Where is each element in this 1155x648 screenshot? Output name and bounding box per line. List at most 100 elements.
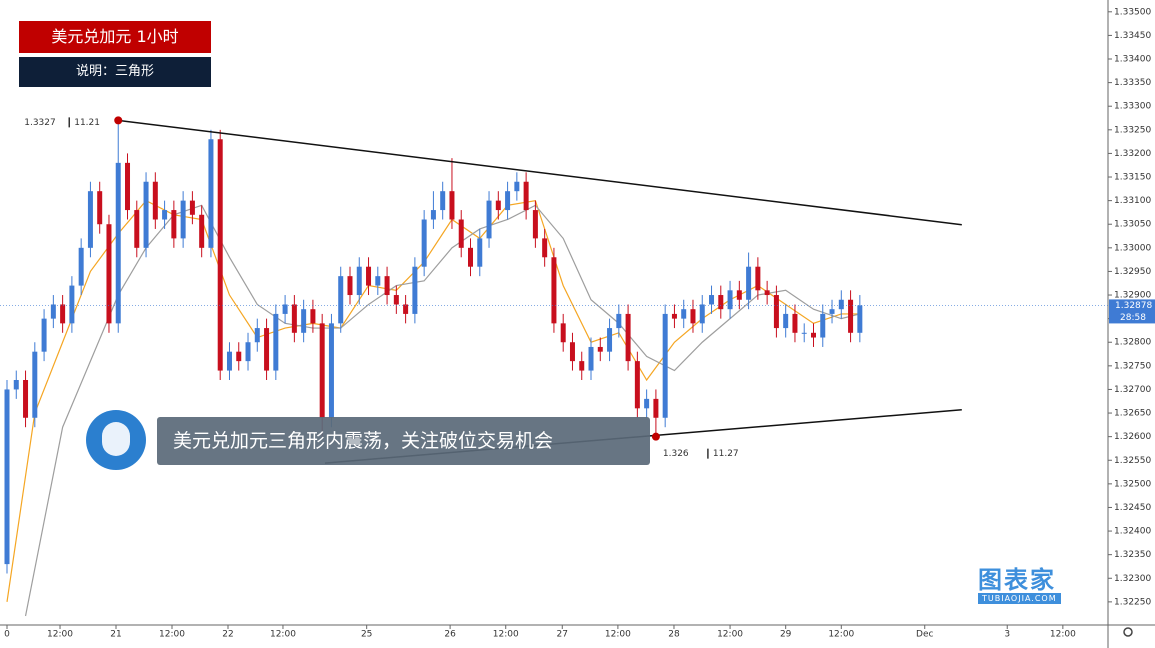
candle-body xyxy=(764,290,770,296)
candle-body xyxy=(403,304,409,314)
logo-head xyxy=(102,422,130,456)
candle-body xyxy=(551,257,557,324)
y-tick-label: 1.32700 xyxy=(1114,385,1151,395)
candle-body xyxy=(588,346,594,371)
y-tick-label: 1.32750 xyxy=(1114,361,1151,371)
candle-body xyxy=(560,323,566,343)
candle-body xyxy=(4,389,10,565)
x-tick-label: 12:00 xyxy=(605,630,631,640)
note-box: 说明：三角形 xyxy=(19,57,211,87)
candle-body xyxy=(671,313,677,319)
y-tick-label: 1.32600 xyxy=(1114,432,1151,442)
x-tick-label: 26 xyxy=(444,630,456,640)
candle-body xyxy=(69,285,75,324)
x-tick-label: 25 xyxy=(361,630,372,640)
y-tick-label: 1.32800 xyxy=(1114,338,1151,348)
candle-body xyxy=(301,309,307,333)
candle-body xyxy=(857,305,863,333)
candle-body xyxy=(384,276,390,296)
annotation-point xyxy=(651,432,660,441)
candle-body xyxy=(505,191,511,211)
y-tick-label: 1.32500 xyxy=(1114,479,1151,489)
settings-icon[interactable] xyxy=(1123,627,1133,637)
candle-body xyxy=(644,398,650,409)
y-tick-label: 1.32900 xyxy=(1114,291,1151,301)
candle-body xyxy=(134,210,140,248)
candle-body xyxy=(736,290,742,300)
candle-body xyxy=(106,224,112,324)
annotation-date: 11.21 xyxy=(74,118,100,128)
y-tick-label: 1.33000 xyxy=(1114,243,1151,253)
moving-average xyxy=(6,199,860,602)
annotation-price: 1.3327 xyxy=(24,118,56,128)
watermark-name: 图表家 xyxy=(978,566,1056,594)
x-tick-label: 28 xyxy=(668,630,680,640)
candle-body xyxy=(430,210,436,220)
candle-body xyxy=(718,295,724,310)
candle-body xyxy=(810,332,816,338)
candle-body xyxy=(50,304,56,319)
y-tick-label: 1.32250 xyxy=(1114,597,1151,607)
banner: 美元兑加元三角形内震荡，关注破位交易机会 xyxy=(157,417,650,465)
y-tick-label: 1.32650 xyxy=(1114,409,1151,419)
candle-body xyxy=(41,318,47,352)
candle-body xyxy=(820,313,826,338)
y-tick-label: 1.33350 xyxy=(1114,78,1151,88)
candle-body xyxy=(755,266,761,291)
x-tick-label: 12:00 xyxy=(717,630,743,640)
candle-body xyxy=(254,328,260,343)
plot-area: 1.3327 11.21 1.326 11.27 xyxy=(4,116,962,617)
candle-body xyxy=(468,247,474,267)
candle-body xyxy=(514,181,520,192)
candle-body xyxy=(13,380,19,390)
y-tick-label: 1.33100 xyxy=(1114,196,1151,206)
candle-body xyxy=(727,290,733,310)
x-tick-label: 0 xyxy=(4,630,10,640)
candle-body xyxy=(356,266,362,296)
candle-body xyxy=(709,295,715,305)
candle-body xyxy=(690,309,696,324)
candle-body xyxy=(375,276,381,286)
candle-body xyxy=(143,181,149,248)
y-tick-label: 1.32350 xyxy=(1114,550,1151,560)
last-price-label: 1.32878 xyxy=(1115,301,1152,311)
candle-body xyxy=(848,299,854,333)
x-tick-label: 12:00 xyxy=(159,630,185,640)
candle-body xyxy=(189,200,195,215)
x-tick-label: 12:00 xyxy=(47,630,73,640)
candle-body xyxy=(319,323,325,418)
x-tick-label: 27 xyxy=(557,630,568,640)
x-tick-label: 3 xyxy=(1004,630,1010,640)
candle-body xyxy=(236,351,242,362)
y-tick-label: 1.33150 xyxy=(1114,173,1151,183)
title: 美元兑加元 1小时 xyxy=(51,27,179,46)
candle-body xyxy=(681,309,687,319)
candle-body xyxy=(32,351,38,418)
logo-icon xyxy=(86,410,146,470)
candle-body xyxy=(607,328,613,352)
candle-body xyxy=(486,200,492,239)
y-tick-label: 1.32400 xyxy=(1114,527,1151,537)
y-tick-label: 1.33050 xyxy=(1114,220,1151,230)
candle-body xyxy=(495,200,501,211)
annotation-date: 11.27 xyxy=(713,449,739,459)
y-tick-label: 1.33500 xyxy=(1114,7,1151,17)
candle-body xyxy=(773,295,779,329)
candle-body xyxy=(264,328,270,371)
candle-body xyxy=(291,304,297,333)
candle-body xyxy=(328,323,334,418)
candle-body xyxy=(783,313,789,329)
candle-body xyxy=(699,304,705,324)
x-tick-label: Dec xyxy=(916,630,933,640)
candle-body xyxy=(78,247,84,286)
candle-body xyxy=(569,342,575,362)
candle-body xyxy=(60,304,66,324)
candle-body xyxy=(87,191,93,248)
candle-body xyxy=(440,191,446,211)
gear[interactable] xyxy=(1123,627,1133,637)
y-tick-label: 1.33400 xyxy=(1114,55,1151,65)
candle-body xyxy=(217,139,223,371)
x-tick-label: 12:00 xyxy=(828,630,854,640)
candle-body xyxy=(180,200,186,239)
